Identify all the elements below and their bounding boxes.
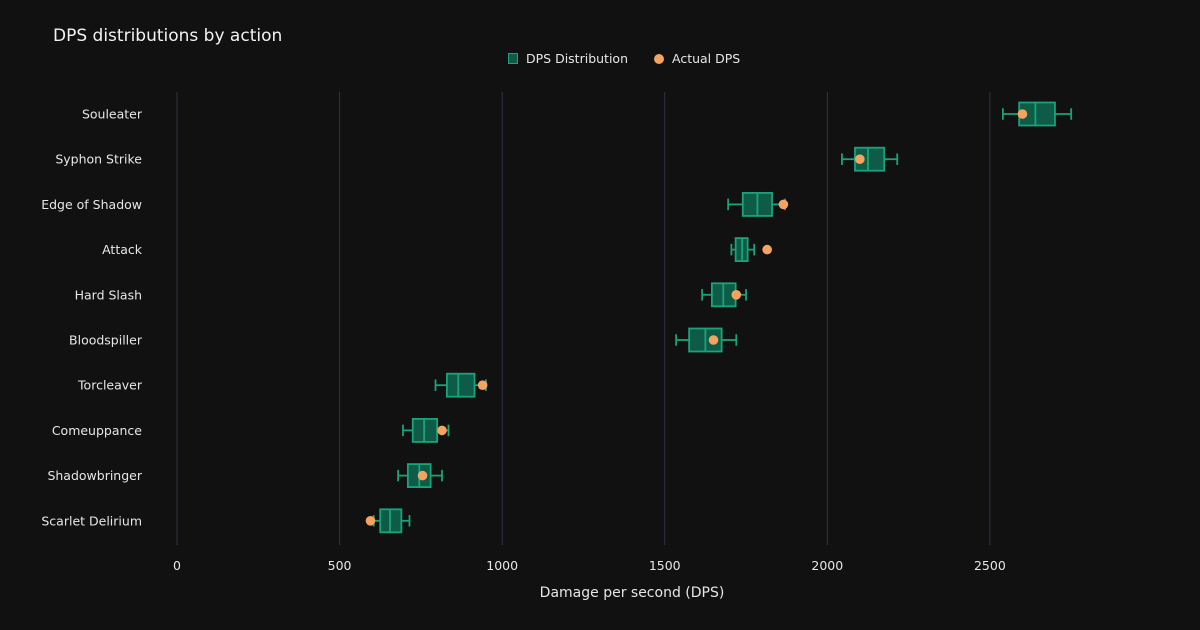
actual-dps-marker (437, 425, 447, 436)
x-tick-label: 2500 (974, 558, 1006, 573)
actual-dps-marker (708, 335, 719, 345)
legend-label-actual: Actual DPS (672, 51, 741, 66)
x-tick-label: 2000 (811, 558, 843, 573)
y-category-label: Torcleaver (77, 378, 143, 393)
actual-dps-marker (365, 516, 376, 526)
legend-label-distribution: DPS Distribution (526, 51, 628, 66)
x-tick-label: 500 (328, 558, 352, 573)
legend-box-swatch (508, 53, 518, 64)
actual-dps-marker (778, 199, 789, 210)
chart-title: DPS distributions by action (53, 26, 283, 46)
y-category-label: Attack (102, 242, 143, 257)
box-syphon-strike (854, 146, 886, 172)
y-category-label: Bloodspiller (69, 333, 143, 348)
x-tick-label: 1000 (486, 558, 518, 573)
y-category-label: Edge of Shadow (41, 197, 142, 212)
actual-dps-marker (417, 470, 428, 481)
y-category-label: Scarlet Delirium (41, 513, 142, 528)
legend: DPS Distribution Actual DPS (508, 51, 740, 66)
actual-dps-marker (1017, 109, 1028, 119)
actual-dps-marker (855, 154, 865, 164)
x-tick-label: 0 (173, 558, 181, 573)
y-category-label: Syphon Strike (55, 152, 142, 167)
box-torcleaver (445, 372, 476, 398)
y-category-label: Souleater (82, 107, 143, 122)
y-category-label: Hard Slash (75, 287, 142, 302)
x-axis-label: Damage per second (DPS) (539, 585, 725, 601)
x-tick-label: 1500 (649, 558, 681, 573)
actual-dps-marker (762, 244, 772, 255)
actual-dps-marker (477, 380, 488, 391)
legend-item-actual[interactable]: Actual DPS (654, 51, 740, 66)
actual-dps-marker (731, 290, 742, 300)
y-category-label: Shadowbringer (47, 468, 142, 483)
legend-item-distribution[interactable]: DPS Distribution (508, 51, 628, 66)
legend-dot-swatch (654, 53, 664, 64)
y-category-label: Comeuppance (52, 423, 142, 438)
